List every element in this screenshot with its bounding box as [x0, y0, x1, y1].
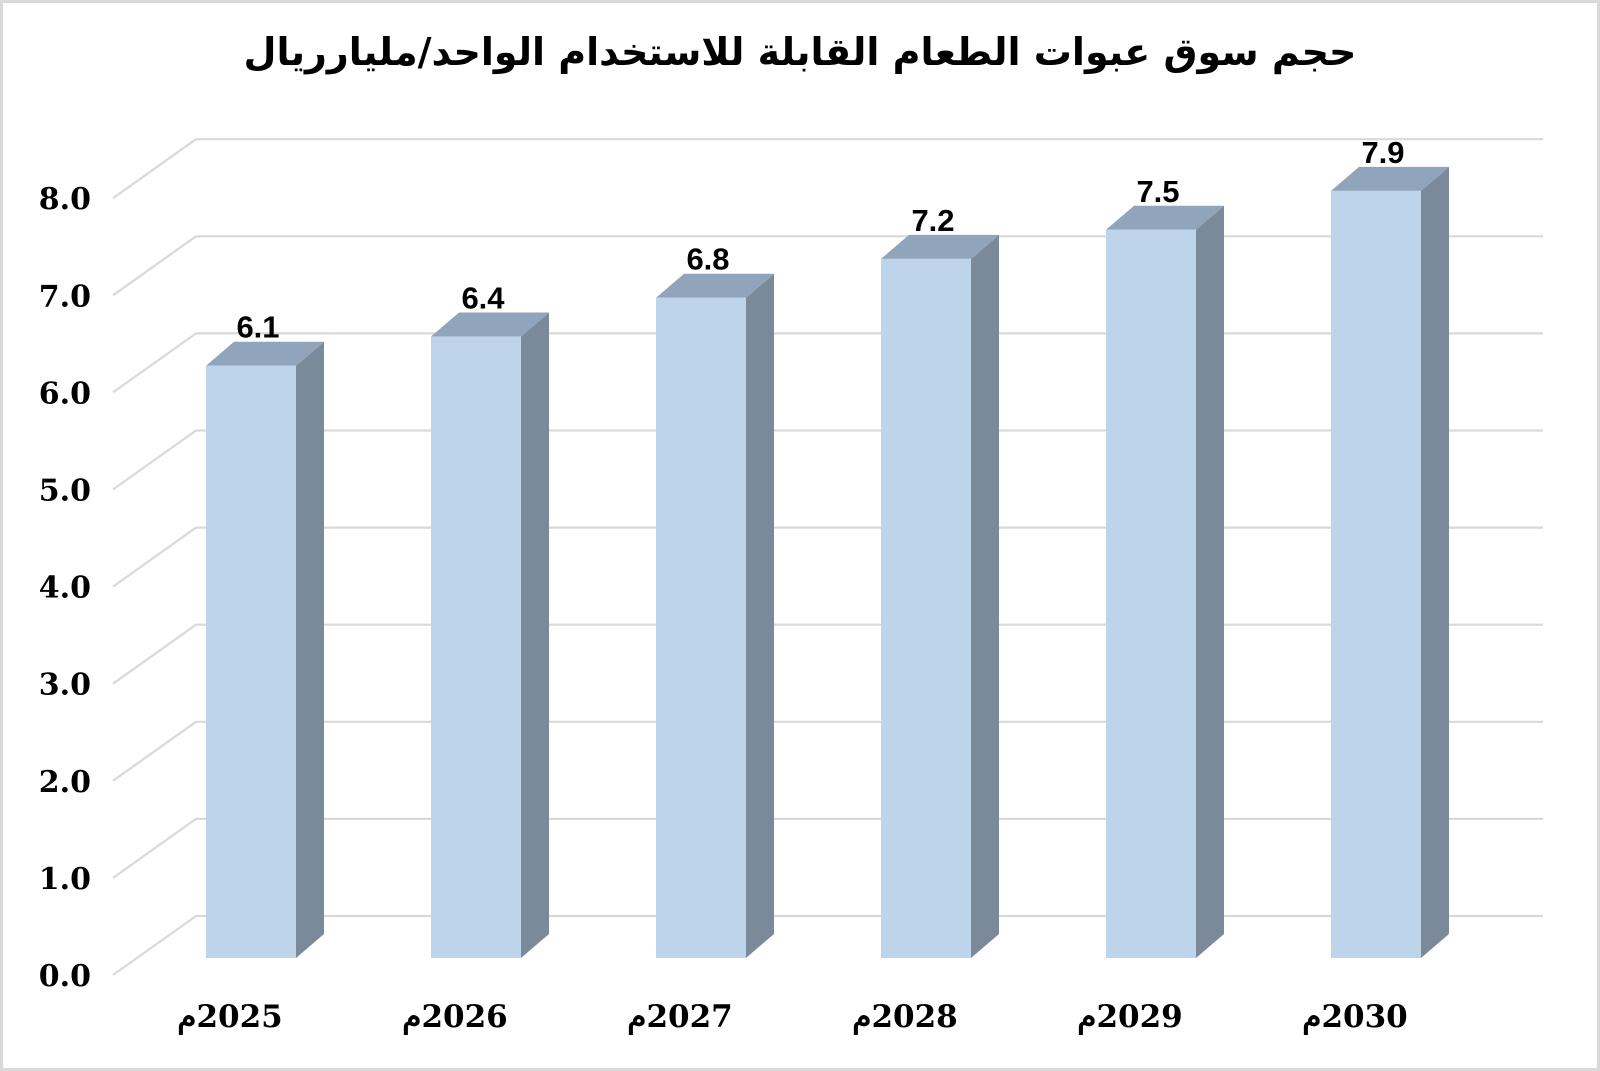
bar-front-face: [206, 365, 296, 958]
bar-front-face: [656, 297, 746, 959]
y-axis-tick-label: 2.0: [39, 765, 91, 800]
bar-top-face: [431, 312, 549, 337]
y-axis-tick-label: 3.0: [39, 668, 91, 703]
y-axis-tick-label: 8.0: [39, 182, 91, 217]
x-axis-category-label: 2025م: [177, 999, 282, 1035]
x-axis-category-label: 2028م: [852, 999, 957, 1035]
gridline-6.0: [112, 332, 1543, 394]
bar-side-face: [971, 234, 999, 958]
bar-side-face: [746, 273, 774, 959]
bar-top-face: [206, 341, 324, 366]
bar-side-face: [296, 341, 324, 958]
bar-top-face: [656, 273, 774, 298]
gridline-4.0: [112, 526, 1543, 588]
bar-value-label: 7.9: [1361, 135, 1404, 170]
plot-area: 0.0 1.0 2.0 3.0 4.0 5.0 6.0 7.0 8.0 6.1 2025م 6.4 20…: [39, 135, 1543, 1035]
bar-top-face: [1106, 205, 1224, 230]
gridline-1.0: [112, 817, 1543, 879]
bar-side-face: [521, 312, 549, 958]
gridline-8.0: [112, 138, 1543, 200]
x-axis-category-label: 2030م: [1302, 999, 1407, 1035]
bar-value-label: 6.8: [686, 242, 729, 277]
bar-value-label: 6.1: [236, 310, 279, 345]
bar-front-face: [1106, 229, 1196, 958]
y-axis-tick-label: 1.0: [39, 862, 91, 897]
chart-title: حجم سوق عبوات الطعام القابلة للاستخدام ا…: [243, 30, 1357, 74]
y-axis-tick-label: 5.0: [39, 474, 91, 509]
bar-value-label: 7.2: [911, 203, 954, 238]
bar-side-face: [1421, 166, 1449, 958]
y-axis-tick-label: 6.0: [39, 376, 91, 411]
bar-value-label: 7.5: [1136, 174, 1179, 209]
bar-side-face: [1196, 205, 1224, 958]
gridline-7.0: [112, 235, 1543, 297]
bar-value-label: 6.4: [461, 281, 505, 316]
x-axis-category-label: 2029م: [1077, 999, 1182, 1035]
x-axis-category-label: 2027م: [627, 999, 732, 1035]
y-axis-tick-label: 7.0: [39, 279, 91, 314]
gridline-5.0: [112, 429, 1543, 491]
gridline-2.0: [112, 720, 1543, 782]
bar-front-face: [431, 336, 521, 958]
gridline-0.0: [112, 914, 1543, 976]
bar-top-face: [1331, 166, 1449, 191]
y-axis-tick-label: 4.0: [39, 571, 91, 606]
bar-front-face: [1331, 190, 1421, 958]
x-axis-category-label: 2026م: [402, 999, 507, 1035]
y-axis-tick-label: 0.0: [39, 959, 91, 994]
bar-front-face: [881, 258, 971, 958]
bar-top-face: [881, 234, 999, 259]
gridline-3.0: [112, 623, 1543, 685]
